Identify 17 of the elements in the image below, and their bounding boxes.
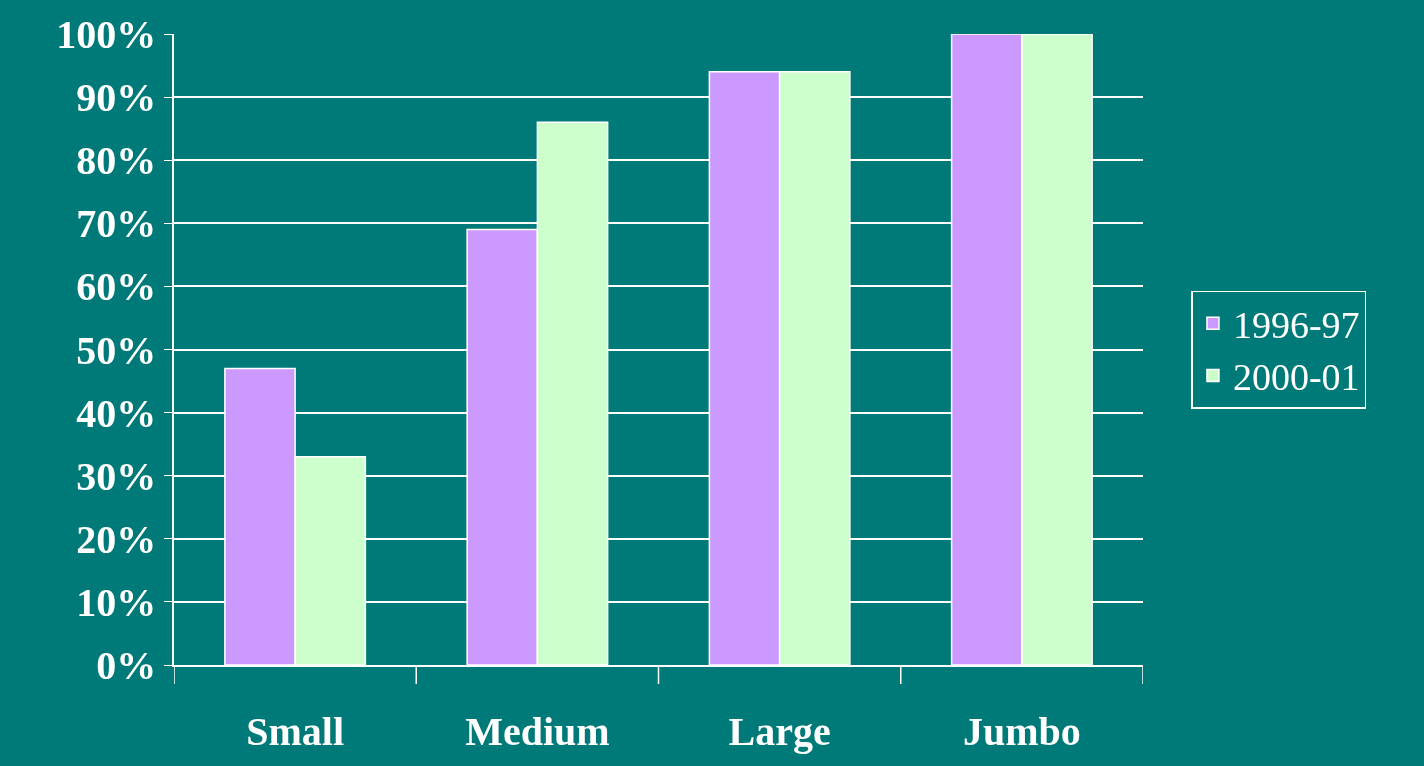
y-tick-label: 60% <box>76 264 157 310</box>
y-tick-label: 0% <box>96 643 157 688</box>
x-tick-label: Small <box>246 708 345 754</box>
y-tick-label: 10% <box>76 579 157 625</box>
y-tick-label: 50% <box>76 327 157 373</box>
legend-label: 2000-01 <box>1232 356 1360 399</box>
y-tick-label: 80% <box>76 138 157 184</box>
y-tick-label: 90% <box>76 75 157 121</box>
y-tick-label: 20% <box>76 516 157 562</box>
legend-label: 1996-97 <box>1232 304 1360 347</box>
x-tick-label: Medium <box>465 708 610 754</box>
y-tick-label: 70% <box>76 201 157 247</box>
y-tick-label: 40% <box>76 390 157 436</box>
x-tick-label: Jumbo <box>962 708 1081 754</box>
x-tick-label: Large <box>728 708 831 754</box>
y-tick-label: 30% <box>76 453 157 499</box>
y-tick-label: 100% <box>56 12 157 57</box>
